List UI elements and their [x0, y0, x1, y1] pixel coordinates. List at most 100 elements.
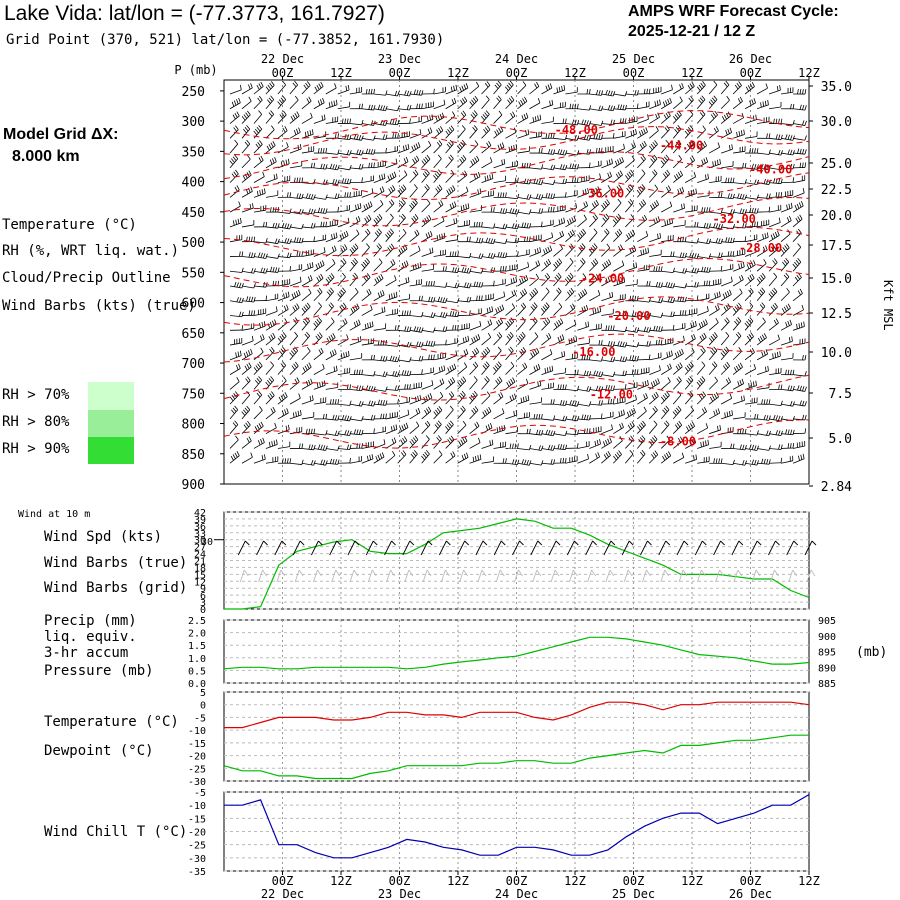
wind-barb-shaft	[637, 158, 646, 169]
wind-barb-shaft	[289, 335, 298, 346]
wind-barb-feather	[345, 85, 348, 91]
wind-barb-feather	[655, 326, 658, 332]
wind-barb	[744, 287, 754, 302]
wind-barb-feather	[517, 177, 519, 183]
wind-barb	[433, 154, 442, 169]
wind-barb-feather	[792, 135, 795, 141]
wind-barb	[613, 409, 625, 420]
wind-barb-shaft	[289, 350, 299, 361]
wind-barb-shaft	[673, 87, 684, 95]
wind-barb-shaft	[517, 150, 530, 154]
wind-barb-feather	[293, 129, 297, 135]
wind-barb-feather	[287, 192, 289, 198]
wind-barb-feather	[576, 401, 580, 407]
wind-barb-feather	[294, 112, 298, 118]
wind-barb-feather	[438, 184, 443, 190]
wind-barb-feather	[389, 355, 393, 361]
wind-barb-feather	[665, 281, 668, 287]
wind-barb-shaft	[613, 135, 626, 139]
wind-barb	[553, 287, 562, 302]
wind-barb	[337, 302, 347, 316]
wind-barb	[709, 175, 722, 184]
wind-barb-feather	[440, 297, 443, 303]
wind-barb-feather	[563, 85, 566, 91]
wind-barb	[517, 129, 530, 139]
wind-barb-shaft	[229, 102, 241, 110]
wind-barb-feather	[452, 325, 454, 331]
wind-barb-feather	[631, 355, 634, 361]
wind-barb-feather	[735, 365, 739, 371]
wind-barb-shaft	[601, 279, 613, 287]
wind-barb-shaft	[469, 128, 478, 139]
wind-barb	[637, 199, 647, 213]
wind-barb-feather	[514, 177, 517, 183]
wind-barb-feather	[526, 194, 529, 200]
wind-barb-feather	[792, 385, 795, 391]
wind-barb-feather	[300, 409, 302, 416]
wind-barb-feather	[233, 100, 237, 106]
wind-barb-shaft	[481, 395, 491, 405]
wind-barb-shaft	[265, 178, 278, 183]
wind-barb-shaft	[409, 412, 421, 420]
wind-barb-feather	[308, 362, 312, 368]
wind-barb	[409, 155, 420, 169]
wind-barb-shaft	[565, 307, 576, 316]
wind-barb-shaft	[732, 351, 742, 361]
wind-barb-feather	[549, 366, 551, 372]
wind-barb-feather	[294, 80, 298, 86]
wind-barb	[757, 399, 771, 405]
wind-barb-shaft	[517, 366, 528, 375]
wind-barb-feather	[599, 306, 602, 312]
wind-barb-shaft	[409, 399, 422, 405]
wind-barb-feather	[256, 190, 259, 196]
wind-barb	[625, 279, 638, 287]
wind-barb-feather	[755, 114, 757, 120]
wind-barb-shaft	[517, 351, 527, 361]
wind-barb-feather	[551, 99, 554, 105]
wind-barb-shaft	[265, 310, 278, 316]
wind-barb-feather	[232, 156, 237, 161]
wind-barb-shaft	[313, 251, 326, 257]
wind-barb-shaft	[720, 115, 731, 124]
wind-barb-feather	[626, 173, 631, 178]
wind-barb-shaft	[457, 340, 469, 346]
wind-barb-feather	[747, 318, 752, 324]
wind-barb-shaft	[409, 283, 422, 287]
wind-barb-shaft	[661, 355, 673, 361]
wind-barb-feather	[524, 222, 527, 228]
wind-barb-feather	[675, 407, 680, 412]
wind-barb-shaft	[637, 371, 650, 376]
wind-barb	[277, 304, 289, 316]
wind-barb	[505, 223, 520, 230]
wind-barb-feather	[607, 385, 611, 391]
wind-barb-feather	[612, 341, 616, 347]
wind-barb-shaft	[565, 167, 578, 170]
wind-barb-shaft	[744, 306, 754, 316]
wind-barb-shaft	[685, 176, 696, 183]
wind-barb-feather	[239, 350, 242, 356]
wind-barb-feather	[418, 103, 421, 109]
wind-barb-feather	[481, 238, 484, 244]
wind-barb-feather	[366, 258, 370, 263]
wind-barb-shaft	[229, 300, 242, 304]
wind-barb	[529, 81, 540, 95]
wind-barb-feather	[293, 292, 297, 298]
wind-barb-feather	[350, 308, 354, 313]
wind-barb-shaft	[673, 191, 684, 198]
wind-barb-feather	[270, 361, 275, 366]
wind-barb-feather	[617, 340, 620, 346]
wind-barb-shaft	[696, 114, 706, 124]
wind-barb	[481, 391, 491, 405]
wind-barb-feather	[713, 410, 716, 416]
wind-barb-feather	[575, 202, 578, 208]
wind-barb-shaft	[265, 323, 277, 331]
wind-barb-feather	[688, 363, 693, 368]
wind-barb	[457, 203, 470, 213]
legend-precip-accum: 3-hr accum	[44, 645, 129, 661]
wind-barb-feather	[514, 223, 517, 229]
wind-barb-feather	[703, 332, 707, 338]
wind-barb-feather	[486, 391, 491, 396]
wind-barb	[613, 326, 628, 333]
wind-barb-shaft	[421, 315, 434, 318]
wind-barb-shaft	[697, 226, 710, 229]
